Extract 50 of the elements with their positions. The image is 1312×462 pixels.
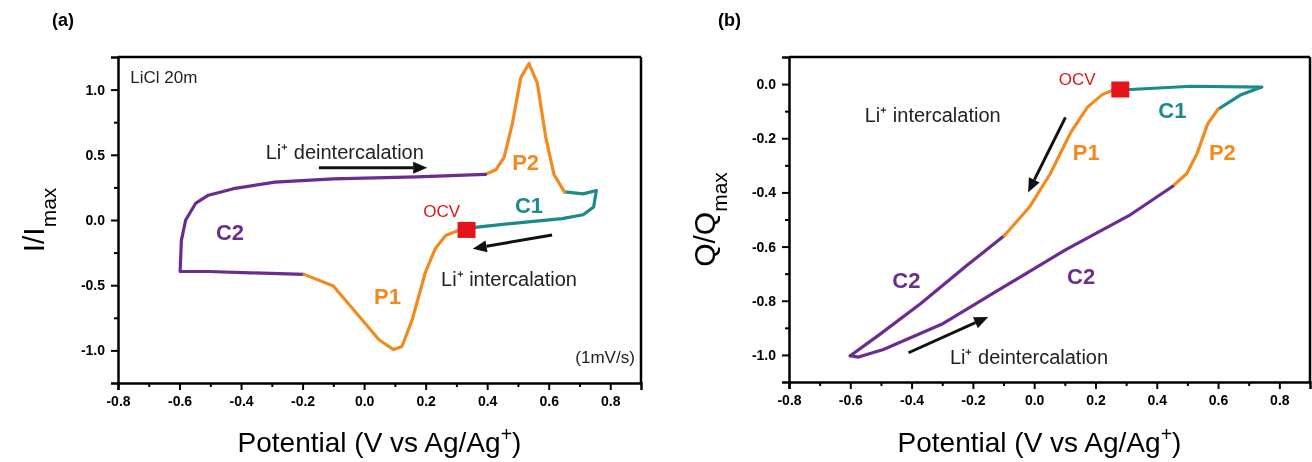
y-tick-label: -1.0 (751, 346, 777, 363)
annotation: Li⁺ deintercalation (949, 346, 1109, 369)
x-tick-label: 0.6 (539, 392, 560, 409)
x-tick-label: -0.4 (229, 392, 254, 409)
series-label: OCV (423, 201, 461, 221)
series-label: C2 (892, 267, 921, 293)
y-tick-label: -0.8 (751, 292, 777, 309)
x-tick-label: -0.8 (777, 391, 802, 408)
series-label: P1 (374, 284, 401, 310)
x-tick-label: 0.0 (1024, 391, 1045, 408)
x-tick-label: -0.2 (291, 392, 316, 409)
x-tick-label: 0.4 (477, 392, 498, 409)
annotation: Li⁺ deintercalation (265, 141, 424, 164)
y-tick-label: -0.2 (751, 130, 777, 147)
x-tick-label: 0.8 (1270, 391, 1290, 408)
series-label: P2 (1208, 139, 1236, 165)
annotation: Li⁺ intercalation (864, 103, 1001, 126)
y-tick-label: -1.0 (80, 342, 106, 359)
x-tick-label: -0.2 (961, 391, 986, 408)
series-label: C1 (514, 192, 544, 218)
y-tick-label: 1.0 (85, 81, 106, 98)
y-tick-label: -0.5 (80, 277, 106, 294)
y-tick-label: -0.4 (751, 184, 777, 201)
series-label: C2 (215, 220, 245, 246)
x-tick-label: 0.2 (416, 392, 437, 409)
x-axis-title: Potential (V vs Ag/Ag$^{+}$) (237, 423, 522, 458)
x-tick-label: -0.6 (167, 392, 193, 409)
x-tick-label: 0.2 (1086, 391, 1106, 408)
chart-title: (b) (718, 10, 741, 30)
x-tick-label: 0.4 (1147, 391, 1168, 408)
x-tick-label: -0.6 (838, 391, 864, 408)
x-tick-label: -0.4 (900, 391, 925, 408)
x-axis-title: Potential (V vs Ag/Ag$^{+}$) (897, 423, 1182, 458)
series-label: C1 (1158, 97, 1187, 123)
y-tick-label: -0.6 (751, 238, 777, 255)
chart-title: (a) (52, 10, 74, 30)
annotation: LiCl 20m (130, 68, 198, 88)
annotation: Li⁺ intercalation (441, 267, 577, 290)
series-label: C2 (1067, 263, 1096, 289)
series-label: P1 (1072, 139, 1100, 165)
x-tick-label: 0.0 (354, 392, 375, 409)
y-tick-label: 0.5 (85, 146, 106, 163)
series-label: P2 (512, 149, 540, 175)
y-tick-label: 0.0 (756, 76, 777, 93)
x-tick-label: 0.8 (601, 392, 621, 409)
y-tick-label: 0.0 (85, 211, 106, 228)
x-tick-label: -0.8 (106, 392, 131, 409)
annotation: (1mV/s) (575, 348, 635, 368)
x-tick-label: 0.6 (1208, 391, 1229, 408)
series-label: OCV (1058, 69, 1097, 89)
